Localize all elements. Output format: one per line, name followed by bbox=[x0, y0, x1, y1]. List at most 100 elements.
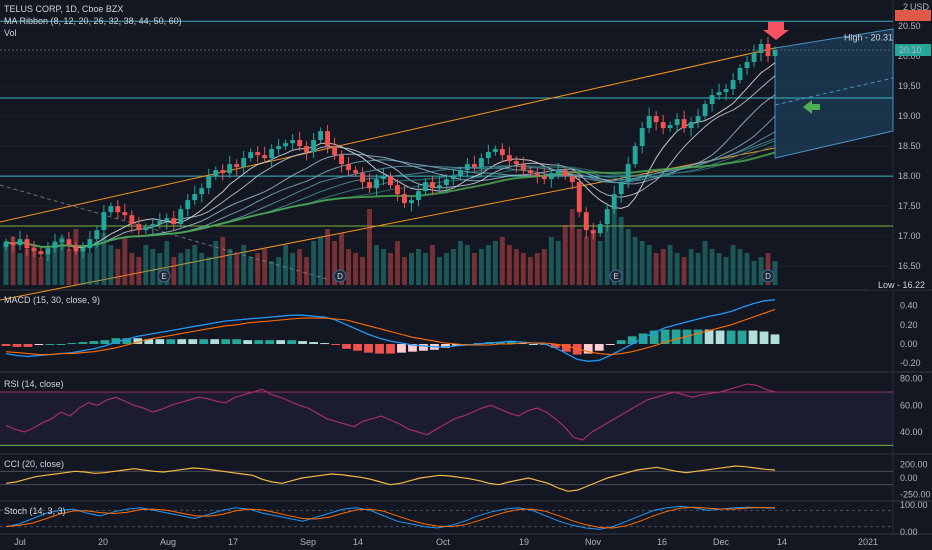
volume-bar bbox=[325, 229, 331, 285]
candle bbox=[429, 182, 435, 189]
high-label: High - 20.31 bbox=[844, 32, 893, 42]
earnings-marker bbox=[333, 269, 347, 283]
volume-bar bbox=[534, 253, 540, 285]
projection-region bbox=[774, 28, 894, 159]
volume-bar bbox=[73, 229, 79, 285]
candle bbox=[520, 164, 526, 171]
macd-histogram-bar bbox=[298, 341, 308, 344]
macd-histogram-bar bbox=[221, 339, 231, 344]
earnings-marker-label: E bbox=[161, 272, 166, 281]
low-tag-bg bbox=[868, 279, 928, 290]
volume-bar bbox=[59, 237, 65, 285]
candle bbox=[402, 194, 407, 204]
volume-bar bbox=[94, 241, 100, 285]
macd-histogram-bar bbox=[660, 329, 670, 344]
candle bbox=[625, 164, 631, 183]
candle bbox=[730, 80, 736, 90]
macd-histogram-bar bbox=[397, 344, 406, 353]
candle bbox=[758, 44, 764, 54]
ma-ribbon-line bbox=[5, 75, 776, 248]
volume-bar bbox=[646, 245, 652, 285]
projection-midline bbox=[774, 77, 894, 106]
earnings-marker-label: E bbox=[613, 272, 618, 281]
macd-histogram-bar bbox=[748, 330, 758, 344]
volume-bar bbox=[150, 249, 156, 285]
cci-line bbox=[5, 465, 776, 492]
macd-histogram-bar bbox=[254, 340, 264, 344]
channel-upper bbox=[0, 47, 776, 223]
volume-bar bbox=[395, 241, 400, 285]
volume-bar bbox=[681, 257, 687, 285]
cci-label: CCI (20, close) bbox=[4, 459, 65, 469]
candle bbox=[569, 176, 575, 183]
candle bbox=[318, 131, 324, 141]
low-label: Low - 16.22 bbox=[878, 280, 925, 290]
x-tick: Jul bbox=[14, 537, 26, 547]
candle bbox=[702, 104, 708, 117]
candle bbox=[653, 116, 659, 123]
candle bbox=[506, 155, 512, 162]
macd-histogram-bar bbox=[89, 341, 99, 344]
macd-histogram-bar bbox=[726, 330, 736, 344]
volume-bar bbox=[38, 257, 44, 285]
candle bbox=[471, 164, 477, 168]
candle bbox=[283, 143, 289, 147]
candle bbox=[674, 119, 680, 126]
volume-bar bbox=[17, 253, 23, 285]
candle bbox=[122, 212, 128, 216]
candle bbox=[304, 146, 310, 153]
macd-histogram-bar bbox=[265, 340, 275, 344]
macd-histogram-bar bbox=[67, 343, 77, 345]
stoch-label: Stoch (14, 3, 3) bbox=[4, 506, 66, 516]
volume-bar bbox=[206, 257, 212, 285]
candle bbox=[737, 68, 743, 81]
volume-bar bbox=[290, 253, 296, 285]
volume-bar bbox=[45, 253, 51, 285]
macd-histogram-bar bbox=[627, 336, 637, 344]
volume-bar bbox=[527, 257, 533, 285]
candle bbox=[178, 209, 184, 225]
volume-bar bbox=[464, 245, 470, 285]
channel-lower bbox=[0, 147, 776, 301]
macd-histogram-bar bbox=[34, 344, 44, 345]
last-price-label: 20.10 bbox=[899, 45, 922, 55]
x-tick: Dec bbox=[713, 537, 730, 547]
macd-tick: 0.00 bbox=[900, 339, 918, 349]
volume-bar bbox=[499, 237, 505, 285]
volume-bar bbox=[751, 261, 757, 285]
candle bbox=[136, 224, 142, 231]
x-tick: Aug bbox=[160, 537, 176, 547]
volume-bar bbox=[199, 253, 205, 285]
volume-bar bbox=[381, 249, 386, 285]
candle bbox=[325, 131, 331, 147]
candle bbox=[457, 170, 463, 177]
macd-histogram-bar bbox=[23, 344, 33, 347]
volume-bar bbox=[562, 225, 568, 285]
earnings-marker bbox=[157, 269, 171, 283]
candle bbox=[73, 245, 79, 252]
volume-bar bbox=[318, 237, 324, 285]
x-tick: Oct bbox=[436, 537, 451, 547]
macd-histogram-bar bbox=[188, 339, 198, 344]
macd-legend: MACD (15, 30, close, 9) bbox=[4, 294, 100, 306]
candle bbox=[443, 179, 449, 186]
signal-line bbox=[5, 308, 776, 356]
volume-bar bbox=[367, 209, 372, 285]
volume-bar bbox=[667, 245, 673, 285]
price-tick: 18.00 bbox=[898, 171, 921, 181]
volume-bar bbox=[436, 257, 442, 285]
macd-histogram-bar bbox=[704, 329, 714, 344]
candle bbox=[262, 155, 268, 159]
candle bbox=[311, 140, 317, 153]
volume-bar bbox=[220, 237, 226, 285]
macd-histogram-bar bbox=[144, 339, 154, 344]
volume-bar bbox=[709, 249, 715, 285]
macd-histogram-bar bbox=[199, 339, 209, 344]
volume-bar bbox=[457, 241, 463, 285]
candle bbox=[709, 95, 715, 105]
volume-bar bbox=[688, 249, 694, 285]
x-tick: 17 bbox=[228, 537, 238, 547]
volume-bar bbox=[429, 245, 435, 285]
candle bbox=[541, 176, 547, 180]
